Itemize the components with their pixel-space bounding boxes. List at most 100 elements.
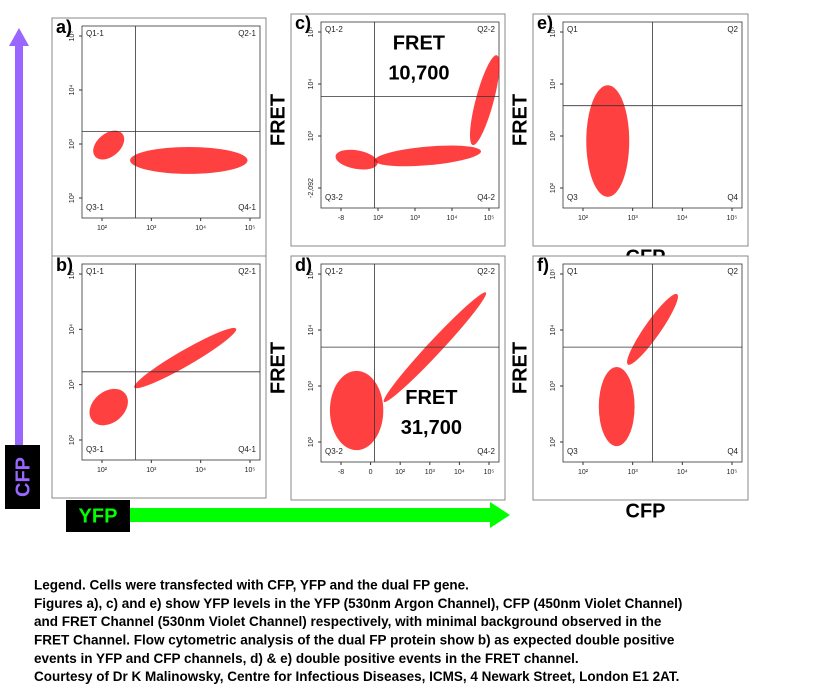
x-tick-label: 10³ xyxy=(628,215,639,222)
y-tick-label: 10³ xyxy=(550,130,557,141)
x-tick-label: 10⁴ xyxy=(447,215,458,222)
x-tick-label: 10³ xyxy=(146,225,157,232)
quadrant-label: Q2-1 xyxy=(238,267,256,276)
yfp-box xyxy=(66,500,130,532)
quadrant-label: Q3-2 xyxy=(325,447,343,456)
quadrant-label: Q3-1 xyxy=(86,203,104,212)
quadrant-label: Q2 xyxy=(727,25,738,34)
yfp-arrow-label: YFP xyxy=(79,505,118,527)
y-axis-label: FRET xyxy=(267,94,289,146)
x-tick-label: 10⁵ xyxy=(484,469,495,476)
y-tick-label: 10⁵ xyxy=(550,27,557,38)
quadrant-label: Q4-2 xyxy=(477,193,495,202)
x-tick-label: 10⁵ xyxy=(727,215,738,222)
quadrant-label: Q1-2 xyxy=(325,25,343,34)
x-tick-label: 10⁴ xyxy=(195,225,206,232)
y-axis-label: FRET xyxy=(509,342,531,394)
panel-label: c) xyxy=(295,13,311,33)
y-tick-label: 10⁴ xyxy=(550,325,557,336)
x-tick-label: 10⁵ xyxy=(727,469,738,476)
legend-line: and FRET Channel (530nm Violet Channel) … xyxy=(34,614,662,629)
y-tick-label: 10⁴ xyxy=(308,79,315,90)
y-tick-label: 10⁵ xyxy=(308,269,315,280)
panel-label: d) xyxy=(295,255,312,275)
quadrant-label: Q2 xyxy=(727,267,738,276)
x-tick-label: -8 xyxy=(338,215,344,222)
legend-line: Legend. Cells were transfected with CFP,… xyxy=(34,578,469,593)
legend-line: FRET Channel. Flow cytometric analysis o… xyxy=(34,632,675,647)
annotation: FRET xyxy=(393,33,445,55)
event-cloud xyxy=(586,85,630,197)
quadrant-label: Q4 xyxy=(727,447,738,456)
event-cloud xyxy=(329,370,384,451)
quadrant-label: Q3 xyxy=(567,193,578,202)
x-tick-label: 10⁵ xyxy=(245,467,256,474)
y-axis-label: FRET xyxy=(509,94,531,146)
legend-line: Figures a), c) and e) show YFP levels in… xyxy=(34,596,682,611)
y-tick-label: 10³ xyxy=(308,380,315,391)
annotation: 31,700 xyxy=(401,417,462,439)
yfp-arrow xyxy=(130,502,510,528)
quadrant-label: Q3 xyxy=(567,447,578,456)
y-tick-label: 10³ xyxy=(308,130,315,141)
legend-line: events in YFP and CFP channels, d) & e) … xyxy=(34,651,579,666)
y-tick-label: 10² xyxy=(550,436,557,447)
x-tick-label: 10³ xyxy=(410,215,421,222)
quadrant-label: Q2-2 xyxy=(477,25,495,34)
annotation: FRET xyxy=(405,387,457,409)
x-tick-label: 10⁴ xyxy=(677,215,688,222)
y-tick-label: 10⁵ xyxy=(69,269,76,280)
quadrant-label: Q4-2 xyxy=(477,447,495,456)
x-tick-label: 10² xyxy=(395,469,406,476)
quadrant-label: Q1 xyxy=(567,267,578,276)
panel-label: b) xyxy=(56,255,73,275)
quadrant-label: Q4-1 xyxy=(238,203,256,212)
x-tick-label: 10² xyxy=(97,467,108,474)
y-axis-label: FRET xyxy=(267,342,289,394)
x-tick-label: 10² xyxy=(578,215,589,222)
quadrant-label: Q4 xyxy=(727,193,738,202)
legend: Legend. Cells were transfected with CFP,… xyxy=(34,578,682,685)
panel-label: e) xyxy=(537,13,553,33)
x-tick-label: 10³ xyxy=(425,469,436,476)
event-cloud xyxy=(93,130,125,160)
event-cloud xyxy=(134,327,237,389)
y-tick-label: 10⁴ xyxy=(69,85,76,96)
quadrant-label: Q1-2 xyxy=(325,267,343,276)
x-tick-label: -8 xyxy=(338,469,344,476)
x-tick-label: 10⁵ xyxy=(484,215,495,222)
quadrant-label: Q3-1 xyxy=(86,445,104,454)
quadrant-label: Q3-2 xyxy=(325,193,343,202)
x-tick-label: 10² xyxy=(97,225,108,232)
legend-line: Courtesy of Dr K Malinowsky, Centre for … xyxy=(34,669,679,684)
x-tick-label: 10³ xyxy=(628,469,639,476)
panel-label: f) xyxy=(537,255,549,275)
y-tick-label: 10³ xyxy=(550,380,557,391)
plot-area xyxy=(320,21,500,209)
y-tick-label: 10⁴ xyxy=(550,79,557,90)
y-tick-label: 10⁴ xyxy=(308,325,315,336)
y-tick-label: 10³ xyxy=(69,138,76,149)
y-tick-label: 10⁵ xyxy=(308,27,315,38)
event-cloud xyxy=(374,145,482,167)
x-tick-label: 10² xyxy=(578,469,589,476)
y-tick-label: 10⁴ xyxy=(69,324,76,335)
x-tick-label: 10⁵ xyxy=(245,225,256,232)
x-tick-label: 10⁴ xyxy=(677,469,688,476)
y-tick-label: -2,092 xyxy=(308,178,315,198)
x-tick-label: 10³ xyxy=(146,467,157,474)
quadrant-label: Q2-1 xyxy=(238,29,256,38)
cfp-box xyxy=(5,445,40,509)
x-tick-label: 0 xyxy=(369,469,373,476)
quadrant-label: Q2-2 xyxy=(477,267,495,276)
plot-area xyxy=(81,25,261,219)
event-cloud xyxy=(335,149,378,170)
y-tick-label: 10⁵ xyxy=(69,31,76,42)
event-cloud xyxy=(130,146,248,174)
event-cloud xyxy=(598,366,635,447)
quadrant-label: Q1-1 xyxy=(86,267,104,276)
y-tick-label: 10² xyxy=(69,434,76,445)
x-axis-label: CFP xyxy=(626,500,666,522)
y-tick-label: 10² xyxy=(69,192,76,203)
